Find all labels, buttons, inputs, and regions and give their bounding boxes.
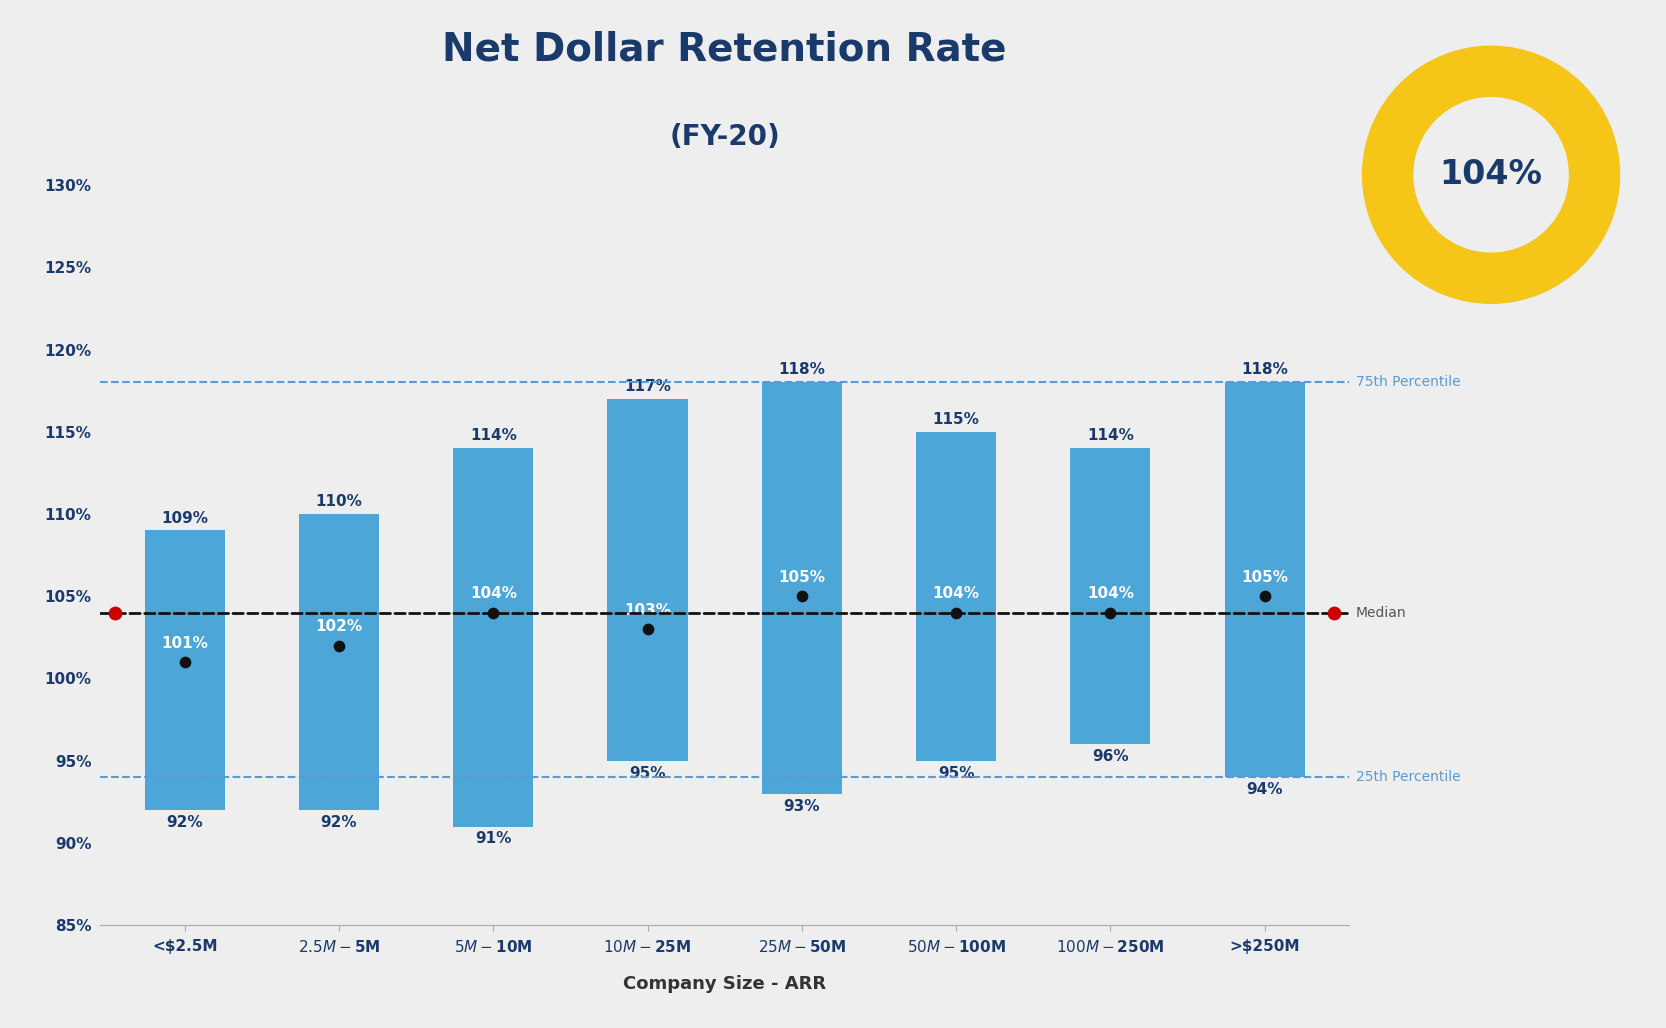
Text: 109%: 109% <box>162 511 208 525</box>
Text: 114%: 114% <box>470 429 516 443</box>
Text: 75th Percentile: 75th Percentile <box>1356 375 1461 390</box>
Text: 92%: 92% <box>322 815 358 830</box>
Point <box>172 654 198 670</box>
Text: 25th Percentile: 25th Percentile <box>1356 770 1461 784</box>
Bar <box>298 514 380 810</box>
Bar <box>1070 448 1151 744</box>
Text: 104%: 104% <box>470 586 516 601</box>
Text: 95%: 95% <box>938 766 975 780</box>
Circle shape <box>1414 98 1568 252</box>
Point <box>1096 604 1123 621</box>
Point <box>480 604 506 621</box>
Point <box>1321 604 1348 621</box>
Text: 105%: 105% <box>778 570 825 585</box>
Text: 95%: 95% <box>630 766 666 780</box>
Bar <box>916 432 996 761</box>
Bar <box>453 448 533 827</box>
Text: (FY-20): (FY-20) <box>670 123 780 151</box>
Text: 104%: 104% <box>933 586 980 601</box>
Text: 118%: 118% <box>778 363 825 377</box>
Text: Median: Median <box>1356 605 1406 620</box>
Wedge shape <box>1363 46 1619 303</box>
Text: 101%: 101% <box>162 635 208 651</box>
Text: 91%: 91% <box>475 832 511 846</box>
Text: 104%: 104% <box>1086 586 1135 601</box>
Bar <box>761 382 841 794</box>
Text: 102%: 102% <box>315 619 363 634</box>
Bar <box>145 530 225 810</box>
Text: 105%: 105% <box>1241 570 1288 585</box>
Point <box>635 621 661 637</box>
Text: Net Dollar Retention Rate: Net Dollar Retention Rate <box>443 31 1006 69</box>
Text: 110%: 110% <box>315 494 363 509</box>
Point <box>943 604 970 621</box>
Text: 118%: 118% <box>1241 363 1288 377</box>
Point <box>327 637 353 654</box>
Text: 103%: 103% <box>625 602 671 618</box>
Point <box>102 604 128 621</box>
Text: 104%: 104% <box>1439 158 1543 191</box>
Text: 94%: 94% <box>1246 782 1283 797</box>
Text: 96%: 96% <box>1091 749 1128 764</box>
Text: 92%: 92% <box>167 815 203 830</box>
Point <box>1251 588 1278 604</box>
Text: 114%: 114% <box>1086 429 1135 443</box>
Text: 93%: 93% <box>783 799 820 813</box>
X-axis label: Company Size - ARR: Company Size - ARR <box>623 975 826 992</box>
Bar <box>1225 382 1304 777</box>
Point <box>788 588 815 604</box>
Text: 115%: 115% <box>933 412 980 427</box>
Text: 117%: 117% <box>625 379 671 394</box>
Bar <box>608 399 688 761</box>
